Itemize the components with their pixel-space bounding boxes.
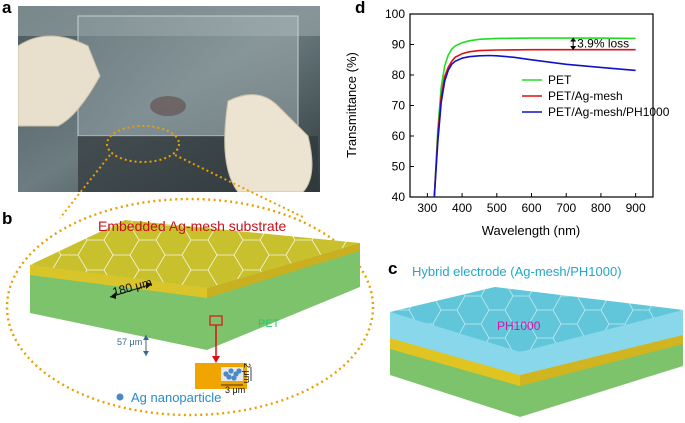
x-tick-label: 600 [521,201,541,215]
x-tick-label: 400 [452,201,472,215]
photo-zoom-circle [106,125,180,163]
pitch-arrowheads [110,282,152,299]
thickness-label: 57 μm [117,337,143,347]
series-line-2 [433,54,636,198]
panel-c-title: Hybrid electrode (Ag-mesh/PH1000) [412,264,622,279]
x-tick-label: 300 [417,201,437,215]
panel-a-letter: a [2,0,12,17]
photo-left-glove [18,35,101,127]
photo-flexible-substrate [18,6,320,192]
hex-mesh [30,220,360,288]
y-tick-label: 50 [392,160,406,174]
y-tick-label: 70 [392,99,406,113]
x-tick-label: 800 [591,201,611,215]
y-tick-label: 100 [385,7,405,21]
x-tick-label: 500 [487,201,507,215]
mesh-layer-right [207,243,360,298]
photo-illustration [18,6,320,192]
pitch-arrow [109,283,153,298]
photo-right-glove [224,94,313,192]
inset-arrowhead [212,356,220,363]
inset-nanoparticles [223,368,242,381]
x-tick-label: 700 [556,201,576,215]
pet-label: PET [258,318,280,330]
panel-c-letter: c [388,259,398,278]
ph1000-label: PH1000 [497,319,541,333]
y-tick-label: 90 [392,38,406,52]
y-tick-label: 60 [392,129,406,143]
x-tick-label: 900 [626,201,646,215]
inset-width-label: 3 μm [225,385,246,395]
legend-label-0: PET [548,73,572,87]
panel-b-diagram [5,197,375,417]
series-lines [433,37,636,198]
legend-label-2: PET/Ag-mesh/PH1000 [548,105,670,119]
ag-nanoparticle-label: Ag nanoparticle [131,390,222,405]
panel-b-zoom-ellipse [5,197,375,417]
y-ticks: 40 50 60 70 80 90 100 [385,7,414,204]
x-axis-label: Wavelength (nm) [482,223,581,238]
thickness-arrowheads [143,335,149,356]
loss-label: 3.9% loss [577,36,629,50]
loss-annotation: 3.9% loss [570,36,629,50]
x-ticks: 300 400 500 600 700 800 900 [417,193,646,215]
y-axis-label: Transmittance (%) [344,52,359,158]
chart-legend: PET PET/Ag-mesh PET/Ag-mesh/PH1000 [522,73,670,119]
panel-b-title: Embedded Ag-mesh substrate [98,218,287,234]
panel-d-letter: d [355,0,366,17]
connector-left [59,154,111,219]
series-line-0 [433,37,636,198]
y-tick-label: 80 [392,68,406,82]
hybrid-mesh-front [390,338,520,386]
ag-nanoparticle-marker [116,393,124,401]
inset-height-label: 2 μm [242,363,252,384]
hybrid-mesh-right [520,335,683,386]
transmittance-chart: 300 400 500 600 700 800 900 40 50 60 70 80 90 100 PE… [344,7,670,238]
series-line-1 [433,48,636,198]
y-tick-label: 40 [392,190,406,204]
panel-c-diagram [390,287,683,417]
loss-arrowheads [570,37,577,50]
mesh-layer-front [30,265,207,298]
panel-b-letter: b [2,209,13,228]
connector-right [174,154,306,219]
photo-reflection [150,96,186,116]
hybrid-hex-mesh [390,287,683,352]
legend-label-1: PET/Ag-mesh [548,89,623,103]
